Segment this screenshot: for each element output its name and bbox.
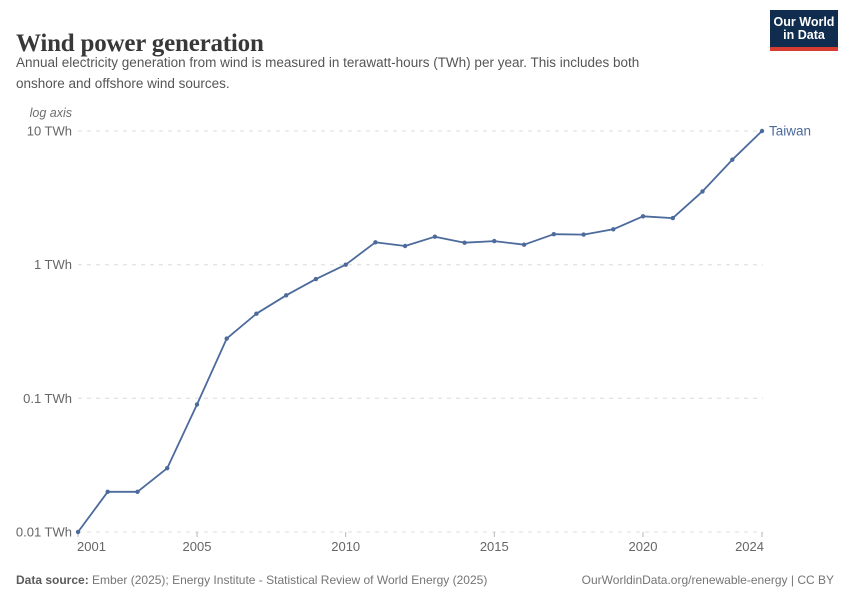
data-point-2023 [730,157,735,162]
data-point-2009 [313,276,319,282]
x-tick-label-2020: 2020 [629,539,658,554]
data-point-2012 [402,243,408,249]
chart-subtitle-line2: onshore and offshore wind sources. [16,76,230,91]
data-point-2001 [75,529,81,535]
owid-logo-accent-bar [770,47,838,51]
data-source-text: Ember (2025); Energy Institute - Statist… [92,573,488,587]
data-point-2018 [581,232,586,237]
owid-logo-line2: in Data [783,28,825,42]
owid-logo-text: Our World in Data [770,10,838,47]
chart-subtitle: Annual electricity generation from wind … [16,52,736,94]
owid-url-link[interactable]: OurWorldinData.org/renewable-energy | CC… [581,573,834,587]
data-point-2024 [759,128,765,134]
data-point-2006 [224,336,229,341]
y-tick-label-0: 0.01 TWh [16,525,72,540]
data-point-2013 [432,234,438,239]
x-tick-label-2024: 2024 [735,539,764,554]
data-point-2019 [611,227,616,232]
chart-subtitle-line1: Annual electricity generation from wind … [16,55,640,70]
data-point-2002 [105,489,110,494]
data-point-2004 [165,466,170,471]
series-label-taiwan: Taiwan [769,124,811,139]
x-tick-label-2010: 2010 [331,539,360,554]
data-point-2005 [194,402,200,407]
x-tick-label-2015: 2015 [480,539,509,554]
log-axis-note: log axis [30,106,72,120]
data-point-2016 [521,242,527,247]
chart-footer: Data source: Ember (2025); Energy Instit… [16,573,834,587]
data-point-2011 [373,240,378,245]
data-point-2003 [135,489,140,494]
owid-logo-line1: Our World [773,15,835,29]
data-point-2017 [551,232,556,237]
data-point-2008 [284,293,289,298]
data-point-2007 [254,311,259,316]
page-title: Wind power generation [16,29,264,57]
data-point-2020 [640,214,646,219]
y-tick-label-3: 10 TWh [27,124,72,139]
data-point-2022 [700,189,705,194]
series-line-taiwan [77,130,763,533]
owid-logo[interactable]: Our World in Data [770,10,838,51]
data-point-2010 [343,262,348,267]
x-tick-label-2001: 2001 [77,539,106,554]
y-tick-label-2: 1 TWh [34,257,72,272]
data-source-note: Data source: Ember (2025); Energy Instit… [16,573,487,587]
data-point-2014 [462,240,467,245]
data-point-2015 [492,238,497,244]
y-tick-label-1: 0.1 TWh [23,391,72,406]
data-source-label: Data source: [16,573,89,587]
x-tick-label-2005: 2005 [183,539,212,554]
data-point-2021 [670,215,675,221]
